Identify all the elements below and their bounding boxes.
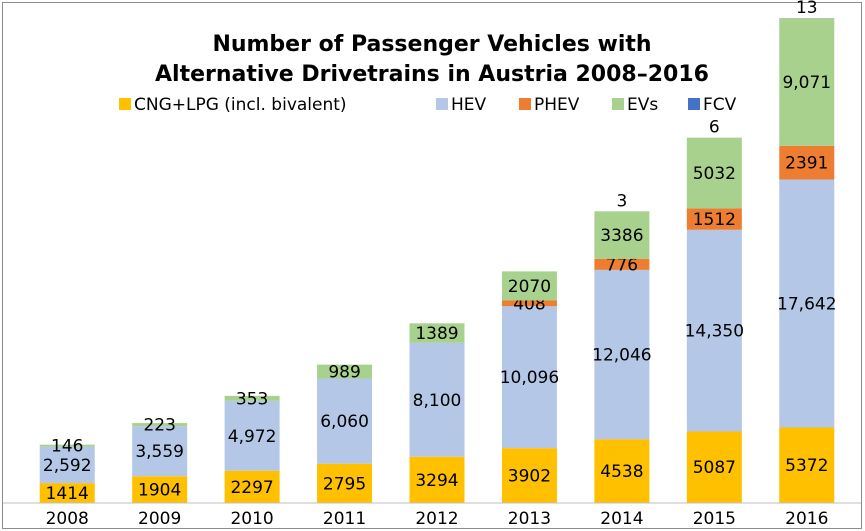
x-tick-label: 2010 <box>230 509 273 529</box>
x-tick-label: 2009 <box>138 509 181 529</box>
data-label: 14,350 <box>685 322 744 342</box>
data-label: 776 <box>606 255 638 275</box>
data-label: 3 <box>616 191 627 211</box>
data-label: 10,096 <box>500 368 559 388</box>
bar-segment <box>39 444 95 447</box>
legend-label: HEV <box>451 95 487 115</box>
bar-segment <box>501 271 557 301</box>
data-label: 13 <box>796 0 818 18</box>
legend-label: PHEV <box>534 95 580 115</box>
data-label: 146 <box>51 437 83 457</box>
data-label: 3902 <box>508 467 551 487</box>
data-label: 5372 <box>785 456 828 476</box>
legend-swatch <box>612 98 624 110</box>
legend-swatch <box>519 98 531 110</box>
bar-segment <box>686 208 742 230</box>
data-label: 2070 <box>508 277 551 297</box>
bar-segment <box>594 439 650 503</box>
x-tick-label: 2014 <box>600 509 643 529</box>
data-label: 12,046 <box>592 346 651 366</box>
x-tick-label: 2013 <box>508 509 551 529</box>
data-label: 5087 <box>693 458 736 478</box>
bar-segment <box>501 300 557 307</box>
legend-label: EVs <box>627 95 658 115</box>
bar-segment <box>132 423 188 427</box>
bar-segment <box>317 364 373 379</box>
bar-segment <box>132 476 188 503</box>
bar-segment <box>224 395 280 401</box>
data-label: 17,642 <box>777 294 836 314</box>
bar-segment <box>779 427 835 503</box>
data-label: 4538 <box>600 462 643 482</box>
data-label: 223 <box>143 416 175 436</box>
bar-segment <box>317 378 373 464</box>
bar-segment <box>594 258 650 270</box>
x-tick-label: 2011 <box>323 509 366 529</box>
bar-segment <box>779 18 835 146</box>
bar-segment <box>409 323 465 343</box>
bar-segment <box>686 431 742 503</box>
data-label: 1414 <box>46 484 89 504</box>
x-tick-label: 2015 <box>693 509 736 529</box>
bar-segment <box>224 400 280 471</box>
bar-segment <box>39 446 95 484</box>
bar-segment <box>779 145 835 180</box>
legend-label: CNG+LPG (incl. bivalent) <box>134 95 347 115</box>
data-label: 5032 <box>693 164 736 184</box>
data-label: 989 <box>328 363 360 383</box>
bar-segment <box>501 306 557 449</box>
data-label: 9,071 <box>782 73 831 93</box>
bar-segment <box>501 448 557 503</box>
x-tick-label: 2016 <box>785 509 828 529</box>
data-label: 4,972 <box>228 427 277 447</box>
chart-title: Alternative Drivetrains in Austria 2008–… <box>155 62 709 87</box>
chart-title: Number of Passenger Vehicles with <box>212 32 651 57</box>
bar-segment <box>409 342 465 457</box>
bar-segment <box>594 269 650 440</box>
data-label: 3,559 <box>135 442 184 462</box>
bar-segment <box>317 463 373 503</box>
data-label: 2,592 <box>43 456 92 476</box>
bar-segment <box>132 426 188 477</box>
data-label: 3386 <box>600 226 643 246</box>
bar-segment <box>39 483 95 503</box>
bar-segment <box>224 470 280 503</box>
data-label: 1389 <box>415 324 458 344</box>
bar-segment <box>686 137 742 209</box>
x-tick-label: 2008 <box>46 509 89 529</box>
data-label: 8,100 <box>413 391 462 411</box>
data-label: 2391 <box>785 154 828 174</box>
data-label: 6,060 <box>320 412 369 432</box>
data-label: 3294 <box>415 471 458 491</box>
legend-swatch <box>436 98 448 110</box>
legend-swatch <box>119 98 131 110</box>
bar-segment <box>779 179 835 428</box>
data-label: 2795 <box>323 474 366 494</box>
data-label: 6 <box>709 118 720 138</box>
bar-segment <box>594 211 650 259</box>
data-label: 1512 <box>693 210 736 230</box>
data-label: 353 <box>236 389 268 409</box>
x-tick-label: 2012 <box>415 509 458 529</box>
bar-segment <box>686 229 742 432</box>
legend-swatch <box>688 98 700 110</box>
data-label: 1904 <box>138 481 181 501</box>
legend-label: FCV <box>703 95 737 115</box>
data-label: 2297 <box>230 478 273 498</box>
bar-segment <box>409 456 465 503</box>
